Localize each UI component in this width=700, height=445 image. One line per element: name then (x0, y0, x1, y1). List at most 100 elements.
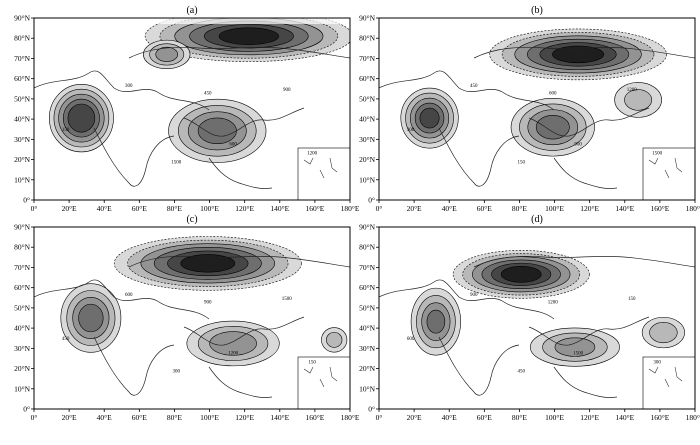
lat-tick-label: 60°N (359, 283, 375, 292)
lon-tick-label: 100°E (200, 204, 219, 213)
contour-label: 300 (653, 361, 661, 366)
lon-tick-label: 160°E (305, 204, 324, 213)
lat-tick-label: 30°N (14, 344, 30, 353)
lon-tick-label: 100°E (200, 413, 219, 422)
coastline-c-3 (208, 366, 273, 398)
lon-tick-label: 60°E (132, 204, 147, 213)
lon-tick-label: 160°E (650, 413, 669, 422)
coastline-d-1 (438, 336, 520, 396)
map-panel-a: 150 300 450 600 900 1200 1500 (a) 0° 20°E 40°E 60°E… (14, 5, 360, 213)
contour-d-3-1 (649, 322, 678, 344)
contour-label: 300 (407, 128, 415, 133)
lat-tick-label: 90°N (14, 223, 30, 232)
lon-tick-label: 160°E (305, 413, 324, 422)
contour-label: 450 (62, 337, 70, 342)
coastline-a-2 (183, 107, 305, 137)
contour-label: 600 (125, 293, 133, 298)
contour-label: 1500 (282, 297, 293, 302)
contour-label: 600 (229, 142, 237, 147)
lon-tick-label: 20°E (407, 204, 422, 213)
lon-tick-label: 60°E (477, 413, 492, 422)
contour-c-0-3 (78, 303, 104, 333)
lat-tick-label: 40°N (359, 115, 375, 124)
coastline-d-4 (473, 255, 695, 268)
coastline-b-0 (379, 70, 555, 111)
coastline-c-1 (93, 336, 175, 396)
contour-label: 900 (204, 300, 212, 305)
inset-map-a (297, 147, 350, 200)
contour-b-3-1 (624, 89, 653, 111)
contour-label: 600 (549, 91, 557, 96)
coastline-b-3 (553, 157, 618, 189)
lon-tick-label: 0° (31, 204, 38, 213)
contour-a-0-4 (67, 103, 96, 133)
contour-b-1-5 (552, 45, 605, 64)
lat-tick-label: 90°N (359, 223, 375, 232)
map-panel-d: 600 900 1200 1500 150 300 450 (d) 0° 20°E 40°E 60°E… (359, 214, 700, 422)
lat-tick-label: 30°N (359, 135, 375, 144)
map-panel-c: 450 600 900 1200 1500 150 300 (c) 0° 20°E 40°E 60°E… (14, 214, 360, 422)
lon-tick-label: 140°E (615, 204, 634, 213)
lon-tick-label: 180°E (686, 413, 700, 422)
contour-d-2-2 (554, 337, 596, 357)
panel-label-a: (a) (186, 5, 197, 16)
lon-tick-label: 100°E (545, 413, 564, 422)
lat-tick-label: 50°N (359, 303, 375, 312)
coastline-a-0 (34, 70, 210, 111)
lat-tick-label: 30°N (359, 344, 375, 353)
contour-a-3-2 (155, 46, 179, 62)
contour-label: 150 (62, 128, 70, 133)
panel-label-c: (c) (186, 214, 197, 225)
lon-tick-label: 40°E (97, 413, 112, 422)
coastline-c-2 (183, 316, 305, 346)
lon-tick-label: 20°E (62, 413, 77, 422)
lon-tick-label: 180°E (341, 413, 360, 422)
lat-tick-label: 60°N (359, 74, 375, 83)
lat-tick-label: 90°N (359, 14, 375, 23)
lat-tick-label: 20°N (359, 364, 375, 373)
lon-tick-label: 40°E (97, 204, 112, 213)
contour-d-1-5 (500, 266, 542, 283)
contour-label: 1200 (548, 300, 559, 305)
lon-tick-label: 0° (376, 413, 383, 422)
map-panel-b: 300 450 600 900 1200 1500 150 (b) 0° 20°E 40°E 60°E… (359, 5, 700, 213)
contour-label: 450 (204, 91, 212, 96)
lat-tick-label: 40°N (359, 324, 375, 333)
lat-tick-label: 80°N (359, 243, 375, 252)
coastline-c-0 (34, 279, 210, 320)
lon-tick-label: 20°E (62, 204, 77, 213)
contour-label: 450 (470, 84, 478, 89)
coastline-c-4 (128, 255, 350, 268)
lat-tick-label: 10°N (359, 175, 375, 184)
lat-tick-label: 80°N (14, 243, 30, 252)
lat-tick-label: 20°N (14, 155, 30, 164)
lat-tick-label: 80°N (359, 34, 375, 43)
contour-b-2-3 (535, 114, 570, 140)
lon-tick-label: 0° (376, 204, 383, 213)
lon-tick-label: 0° (31, 413, 38, 422)
lon-tick-label: 180°E (341, 204, 360, 213)
panel-label-b: (b) (531, 5, 543, 16)
lon-tick-label: 40°E (442, 413, 457, 422)
contour-label: 900 (283, 88, 291, 93)
lon-tick-label: 140°E (270, 204, 289, 213)
lat-tick-label: 70°N (14, 54, 30, 63)
contour-label: 900 (574, 142, 582, 147)
coastline-b-2 (528, 107, 650, 137)
coastline-a-3 (208, 157, 273, 189)
lon-tick-label: 180°E (686, 204, 700, 213)
lat-tick-label: 60°N (14, 283, 30, 292)
lat-tick-label: 10°N (14, 175, 30, 184)
lat-tick-label: 60°N (14, 74, 30, 83)
lon-tick-label: 80°E (512, 204, 527, 213)
coastline-a-4 (128, 46, 350, 59)
lat-tick-label: 0° (368, 405, 375, 414)
lat-tick-label: 40°N (14, 115, 30, 124)
coastline-d-0 (379, 279, 555, 320)
contour-label: 1500 (171, 161, 182, 166)
contour-a-1-5 (218, 27, 279, 45)
lat-tick-label: 80°N (14, 34, 30, 43)
lat-tick-label: 10°N (359, 384, 375, 393)
contour-d-0-3 (426, 309, 446, 334)
contour-b-0-4 (419, 107, 440, 129)
